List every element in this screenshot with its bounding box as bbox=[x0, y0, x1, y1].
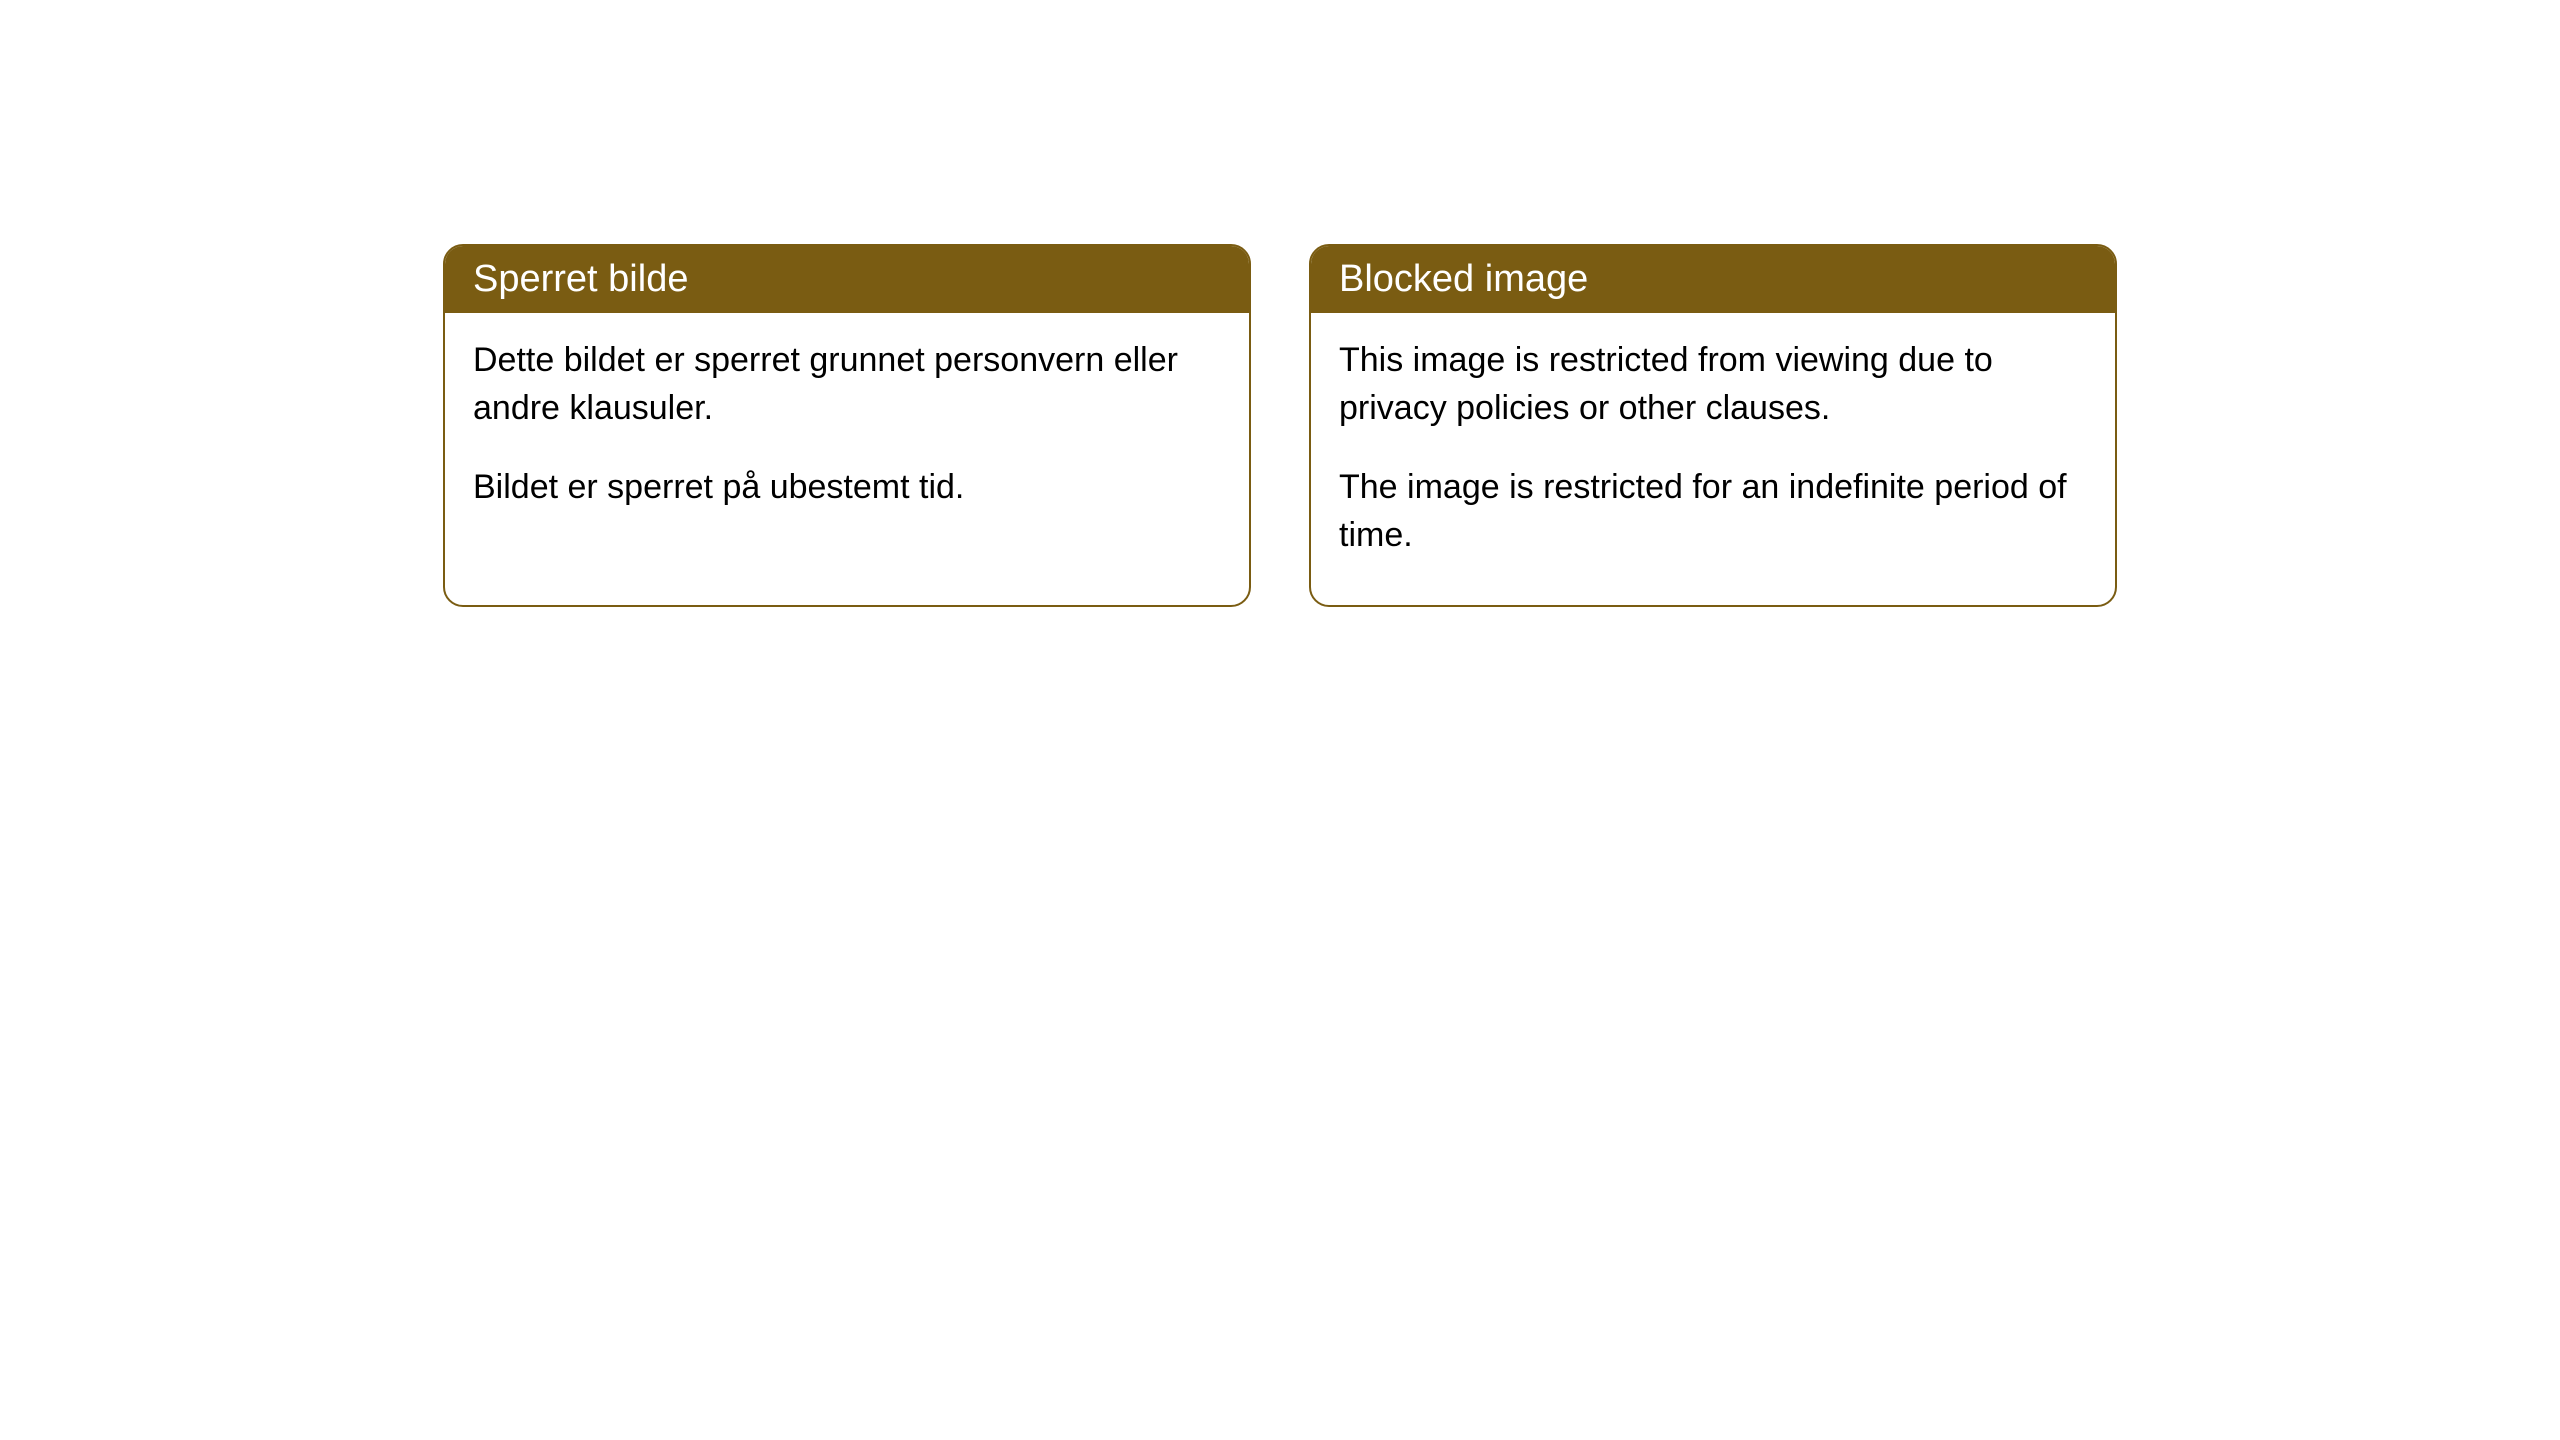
card-paragraph-norwegian-1: Dette bildet er sperret grunnet personve… bbox=[473, 337, 1221, 432]
card-english: Blocked image This image is restricted f… bbox=[1309, 244, 2117, 607]
card-paragraph-english-1: This image is restricted from viewing du… bbox=[1339, 337, 2087, 432]
card-body-english: This image is restricted from viewing du… bbox=[1311, 313, 2115, 605]
card-paragraph-english-2: The image is restricted for an indefinit… bbox=[1339, 464, 2087, 559]
cards-container: Sperret bilde Dette bildet er sperret gr… bbox=[443, 244, 2117, 607]
card-title-english: Blocked image bbox=[1339, 258, 1588, 300]
card-title-norwegian: Sperret bilde bbox=[473, 258, 688, 300]
card-paragraph-norwegian-2: Bildet er sperret på ubestemt tid. bbox=[473, 464, 1221, 512]
card-norwegian: Sperret bilde Dette bildet er sperret gr… bbox=[443, 244, 1251, 607]
card-header-norwegian: Sperret bilde bbox=[445, 246, 1249, 313]
card-body-norwegian: Dette bildet er sperret grunnet personve… bbox=[445, 313, 1249, 558]
card-header-english: Blocked image bbox=[1311, 246, 2115, 313]
